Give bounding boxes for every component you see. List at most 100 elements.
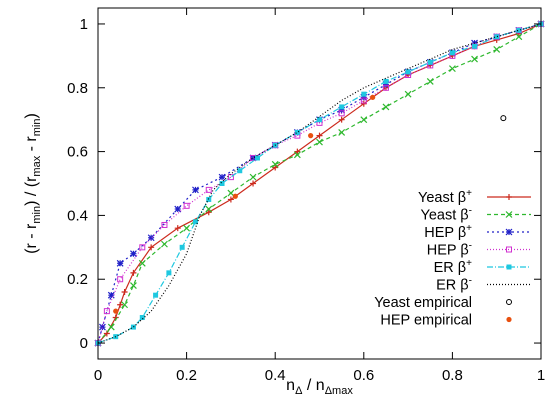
series-point	[382, 103, 390, 111]
series-point	[472, 43, 478, 49]
series-point	[254, 155, 260, 161]
legend-label-name: Yeast β	[418, 190, 466, 206]
plot-frame	[97, 7, 542, 360]
series-line	[97, 23, 542, 344]
x-axis-label: nΔ / nΔmax	[286, 377, 353, 397]
series-point	[317, 117, 322, 123]
x-tick-label: 0.2	[176, 367, 197, 384]
legend-marker	[505, 228, 513, 236]
empirical-layer	[113, 94, 507, 314]
legend-label: ER β-	[436, 276, 472, 294]
series-point	[130, 324, 136, 330]
series-point	[139, 315, 145, 321]
legend-marker	[505, 211, 513, 218]
x-axis-label-sub: Δ	[295, 385, 303, 397]
series-point	[338, 116, 345, 123]
legend-label-name: HEP β	[424, 225, 466, 241]
series-point	[249, 173, 257, 181]
series-point	[426, 77, 434, 85]
series-point	[130, 282, 137, 290]
x-tick-label: 0.8	[442, 367, 463, 384]
y-axis-ticks: 0 0.2 0.4 0.6 0.8 1	[67, 16, 541, 352]
series-point	[271, 160, 279, 168]
legend-entry: Yeast empirical	[374, 295, 512, 311]
series-1	[95, 20, 544, 347]
legend-label: Yeast β-	[421, 206, 472, 224]
legend-entry: HEP empirical	[380, 313, 512, 329]
series-point	[121, 288, 128, 295]
series-point	[471, 55, 478, 63]
legend-label: Yeast empirical	[374, 295, 472, 311]
x-tick-label: 1	[537, 367, 545, 384]
legend-entry: ER β-	[436, 276, 531, 294]
legend-label: HEP β+	[424, 223, 472, 241]
series-point	[339, 104, 345, 110]
series-point	[99, 323, 106, 331]
x-axis-label-base: n	[286, 377, 295, 394]
y-tick-label: 0	[80, 335, 88, 352]
series-point	[448, 65, 456, 73]
series-point	[183, 224, 191, 232]
empirical-point	[500, 115, 507, 122]
series-point	[107, 291, 115, 299]
series-layer	[94, 20, 545, 347]
x-tick-label: 0.4	[265, 367, 286, 384]
series-point	[360, 100, 367, 107]
y-axis-label-p2: ) / (r	[23, 176, 40, 206]
legend-label-sup: -	[469, 276, 472, 287]
series-point	[117, 301, 124, 308]
series-point	[174, 205, 182, 213]
series-point	[449, 50, 455, 56]
legend-label-sup: +	[466, 188, 472, 199]
series-point	[405, 69, 411, 75]
legend-marker	[506, 264, 512, 270]
legend-marker	[506, 194, 512, 200]
x-axis-label-sep: /	[302, 377, 315, 394]
series-point	[139, 244, 146, 251]
x-tick-label: 0.6	[353, 367, 374, 384]
series-point	[237, 168, 243, 174]
y-tick-label: 0.4	[67, 207, 88, 224]
series-point	[138, 259, 146, 267]
legend-label: HEP empirical	[380, 313, 472, 329]
series-point	[516, 27, 522, 33]
series-point	[272, 164, 279, 171]
series-point	[250, 180, 257, 187]
series-4	[95, 20, 544, 347]
legend-marker	[506, 316, 512, 323]
legend-entry: ER β+	[434, 258, 531, 276]
series-point	[147, 234, 155, 242]
series-point	[404, 90, 412, 98]
y-axis-label-p1: (r - r	[23, 223, 40, 254]
series-point	[293, 151, 301, 159]
series-point	[205, 209, 212, 216]
y-axis-label-p4: )	[23, 113, 40, 118]
series-point	[130, 250, 137, 258]
y-tick-label: 0.8	[67, 80, 88, 97]
series-3	[94, 20, 545, 347]
y-tick-label: 1	[80, 16, 88, 33]
plot-area: 0 0.2 0.4 0.6 0.8 1 0 0.2 0.4 0.6 0.8 1	[67, 7, 545, 384]
series-point	[338, 110, 345, 117]
series-line	[97, 23, 542, 344]
series-point	[166, 270, 172, 276]
legend-entry: HEP β+	[424, 223, 531, 241]
y-axis-label: (r - rmin) / (rmax - rmin)	[23, 113, 43, 254]
series-line	[97, 23, 542, 344]
legend-label-name: HEP β	[427, 243, 469, 259]
legend: Yeast β+Yeast β-HEP β+HEP β-ER β+ER β-Ye…	[374, 188, 531, 329]
legend-label-sup: -	[469, 206, 472, 217]
series-point	[205, 186, 212, 193]
y-tick-label: 0.2	[67, 271, 88, 288]
series-point	[218, 173, 226, 181]
y-axis-label-s3: min	[31, 119, 43, 137]
empirical-point	[232, 193, 238, 199]
series-point	[316, 132, 323, 139]
series-point	[227, 196, 234, 203]
series-point	[382, 84, 389, 91]
series-point	[121, 301, 129, 309]
series-point	[116, 259, 124, 267]
series-point	[427, 59, 433, 65]
legend-label-name: ER β	[436, 278, 469, 294]
